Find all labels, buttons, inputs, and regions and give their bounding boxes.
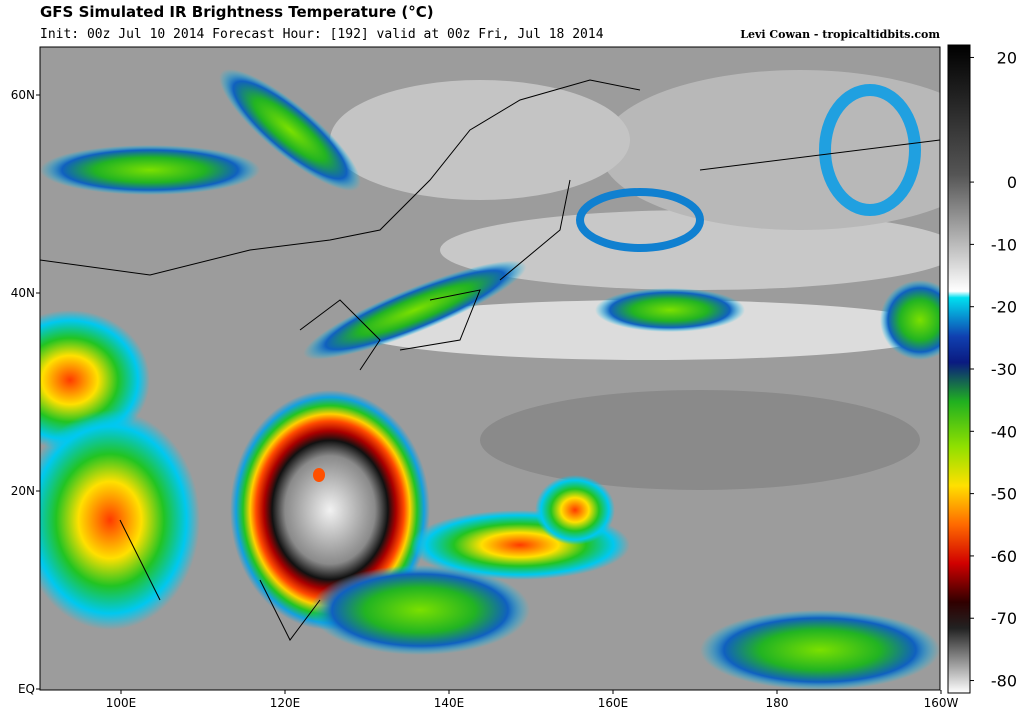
axis-labels: 60N 40N 20N EQ 100E 120E 140E 160E 180 160W 20 0 -10… xyxy=(11,48,1017,710)
lat-label: 20N xyxy=(11,484,35,498)
colorbar-label: -70 xyxy=(991,609,1017,628)
lon-label: 180 xyxy=(766,696,789,710)
lon-label: 120E xyxy=(270,696,301,710)
colorbar-label: -60 xyxy=(991,547,1017,566)
subtitle: Init: 00z Jul 10 2014 Forecast Hour: [19… xyxy=(40,27,604,42)
lat-label: EQ xyxy=(18,682,35,696)
colorbar-label: -40 xyxy=(991,422,1017,441)
lon-label: 140E xyxy=(434,696,465,710)
colorbar-label: -20 xyxy=(991,298,1017,317)
lat-label: 60N xyxy=(11,88,35,102)
credit: Levi Cowan - tropicaltidbits.com xyxy=(740,28,940,41)
colorbar-label: -50 xyxy=(991,485,1017,504)
colorbar-label: 0 xyxy=(1007,173,1017,192)
colorbar xyxy=(947,44,971,694)
satellite-map xyxy=(40,47,940,690)
colorbar-label: -30 xyxy=(991,360,1017,379)
colorbar-label: -80 xyxy=(991,672,1017,691)
lon-label: 100E xyxy=(106,696,137,710)
colorbar-label: -10 xyxy=(991,235,1017,254)
lon-label: 160W xyxy=(924,696,959,710)
map-frame xyxy=(39,46,941,691)
title: GFS Simulated IR Brightness Temperature … xyxy=(40,3,434,21)
lon-label: 160E xyxy=(598,696,629,710)
lat-label: 40N xyxy=(11,286,35,300)
colorbar-label: 20 xyxy=(997,48,1017,67)
